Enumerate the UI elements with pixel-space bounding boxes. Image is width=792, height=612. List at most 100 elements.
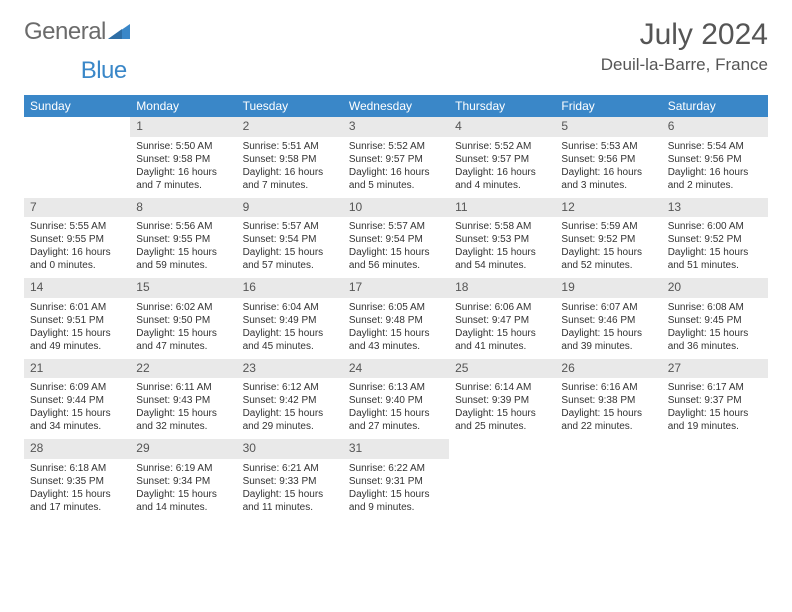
day-sunset: Sunset: 9:37 PM: [668, 394, 762, 407]
calendar-week-row: 28Sunrise: 6:18 AMSunset: 9:35 PMDayligh…: [24, 439, 768, 520]
day-number: 1: [130, 117, 236, 137]
calendar-day-cell: 31Sunrise: 6:22 AMSunset: 9:31 PMDayligh…: [343, 439, 449, 520]
day-number: 16: [237, 278, 343, 298]
day-details: Sunrise: 5:52 AMSunset: 9:57 PMDaylight:…: [343, 137, 449, 198]
day-daylight2: and 45 minutes.: [243, 340, 337, 353]
day-number: 11: [449, 198, 555, 218]
day-details: Sunrise: 5:58 AMSunset: 9:53 PMDaylight:…: [449, 217, 555, 278]
day-details: [662, 459, 768, 468]
day-daylight2: and 29 minutes.: [243, 420, 337, 433]
day-daylight2: and 56 minutes.: [349, 259, 443, 272]
day-details: Sunrise: 6:08 AMSunset: 9:45 PMDaylight:…: [662, 298, 768, 359]
day-daylight1: Daylight: 16 hours: [243, 166, 337, 179]
day-sunrise: Sunrise: 5:55 AM: [30, 220, 124, 233]
day-sunset: Sunset: 9:53 PM: [455, 233, 549, 246]
day-number: 15: [130, 278, 236, 298]
day-sunrise: Sunrise: 6:11 AM: [136, 381, 230, 394]
day-daylight2: and 43 minutes.: [349, 340, 443, 353]
day-details: Sunrise: 6:09 AMSunset: 9:44 PMDaylight:…: [24, 378, 130, 439]
day-number: [555, 439, 661, 459]
day-sunset: Sunset: 9:49 PM: [243, 314, 337, 327]
day-daylight1: Daylight: 15 hours: [349, 407, 443, 420]
day-daylight1: Daylight: 15 hours: [136, 488, 230, 501]
day-sunset: Sunset: 9:45 PM: [668, 314, 762, 327]
day-details: Sunrise: 5:56 AMSunset: 9:55 PMDaylight:…: [130, 217, 236, 278]
day-details: Sunrise: 6:18 AMSunset: 9:35 PMDaylight:…: [24, 459, 130, 520]
day-daylight2: and 51 minutes.: [668, 259, 762, 272]
day-details: [24, 137, 130, 146]
day-daylight1: Daylight: 15 hours: [243, 407, 337, 420]
day-daylight2: and 3 minutes.: [561, 179, 655, 192]
day-sunrise: Sunrise: 5:50 AM: [136, 140, 230, 153]
day-sunrise: Sunrise: 5:54 AM: [668, 140, 762, 153]
day-sunrise: Sunrise: 6:18 AM: [30, 462, 124, 475]
day-daylight1: Daylight: 15 hours: [668, 327, 762, 340]
calendar-day-cell: 27Sunrise: 6:17 AMSunset: 9:37 PMDayligh…: [662, 359, 768, 440]
day-number: 30: [237, 439, 343, 459]
day-daylight1: Daylight: 15 hours: [136, 246, 230, 259]
day-sunrise: Sunrise: 6:06 AM: [455, 301, 549, 314]
day-daylight1: Daylight: 16 hours: [136, 166, 230, 179]
day-daylight2: and 39 minutes.: [561, 340, 655, 353]
calendar-day-cell: 8Sunrise: 5:56 AMSunset: 9:55 PMDaylight…: [130, 198, 236, 279]
day-daylight2: and 19 minutes.: [668, 420, 762, 433]
day-details: Sunrise: 6:19 AMSunset: 9:34 PMDaylight:…: [130, 459, 236, 520]
location-label: Deuil-la-Barre, France: [601, 55, 768, 75]
day-daylight2: and 9 minutes.: [349, 501, 443, 514]
day-daylight2: and 41 minutes.: [455, 340, 549, 353]
weekday-header: Tuesday: [237, 95, 343, 117]
day-sunrise: Sunrise: 5:58 AM: [455, 220, 549, 233]
day-daylight2: and 22 minutes.: [561, 420, 655, 433]
day-number: 14: [24, 278, 130, 298]
day-daylight1: Daylight: 15 hours: [455, 327, 549, 340]
day-number: 25: [449, 359, 555, 379]
day-daylight2: and 11 minutes.: [243, 501, 337, 514]
day-sunset: Sunset: 9:40 PM: [349, 394, 443, 407]
brand-word1: General: [24, 18, 106, 46]
day-sunrise: Sunrise: 5:52 AM: [349, 140, 443, 153]
day-sunset: Sunset: 9:33 PM: [243, 475, 337, 488]
day-daylight2: and 52 minutes.: [561, 259, 655, 272]
calendar-thead: Sunday Monday Tuesday Wednesday Thursday…: [24, 95, 768, 117]
calendar-day-cell: 20Sunrise: 6:08 AMSunset: 9:45 PMDayligh…: [662, 278, 768, 359]
day-sunset: Sunset: 9:58 PM: [136, 153, 230, 166]
day-daylight2: and 27 minutes.: [349, 420, 443, 433]
day-daylight2: and 7 minutes.: [243, 179, 337, 192]
day-number: 8: [130, 198, 236, 218]
calendar-day-cell: 12Sunrise: 5:59 AMSunset: 9:52 PMDayligh…: [555, 198, 661, 279]
day-sunrise: Sunrise: 6:05 AM: [349, 301, 443, 314]
day-daylight1: Daylight: 15 hours: [243, 246, 337, 259]
day-daylight2: and 4 minutes.: [455, 179, 549, 192]
day-number: 7: [24, 198, 130, 218]
day-daylight1: Daylight: 15 hours: [243, 327, 337, 340]
day-details: Sunrise: 5:52 AMSunset: 9:57 PMDaylight:…: [449, 137, 555, 198]
day-sunset: Sunset: 9:38 PM: [561, 394, 655, 407]
day-number: 20: [662, 278, 768, 298]
day-number: 21: [24, 359, 130, 379]
day-number: 10: [343, 198, 449, 218]
day-details: Sunrise: 6:00 AMSunset: 9:52 PMDaylight:…: [662, 217, 768, 278]
calendar-day-cell: 11Sunrise: 5:58 AMSunset: 9:53 PMDayligh…: [449, 198, 555, 279]
day-daylight1: Daylight: 15 hours: [455, 246, 549, 259]
day-sunset: Sunset: 9:44 PM: [30, 394, 124, 407]
day-number: 29: [130, 439, 236, 459]
day-sunset: Sunset: 9:47 PM: [455, 314, 549, 327]
day-daylight1: Daylight: 15 hours: [668, 407, 762, 420]
day-daylight1: Daylight: 16 hours: [455, 166, 549, 179]
weekday-header: Wednesday: [343, 95, 449, 117]
day-daylight2: and 36 minutes.: [668, 340, 762, 353]
day-details: Sunrise: 6:07 AMSunset: 9:46 PMDaylight:…: [555, 298, 661, 359]
day-number: 4: [449, 117, 555, 137]
day-daylight2: and 59 minutes.: [136, 259, 230, 272]
day-daylight2: and 54 minutes.: [455, 259, 549, 272]
day-details: Sunrise: 6:05 AMSunset: 9:48 PMDaylight:…: [343, 298, 449, 359]
day-sunrise: Sunrise: 5:59 AM: [561, 220, 655, 233]
day-sunrise: Sunrise: 6:07 AM: [561, 301, 655, 314]
day-daylight1: Daylight: 15 hours: [668, 246, 762, 259]
day-sunrise: Sunrise: 5:51 AM: [243, 140, 337, 153]
day-daylight1: Daylight: 15 hours: [243, 488, 337, 501]
day-daylight1: Daylight: 15 hours: [561, 246, 655, 259]
day-number: 18: [449, 278, 555, 298]
day-daylight1: Daylight: 15 hours: [136, 407, 230, 420]
calendar-day-cell: 7Sunrise: 5:55 AMSunset: 9:55 PMDaylight…: [24, 198, 130, 279]
